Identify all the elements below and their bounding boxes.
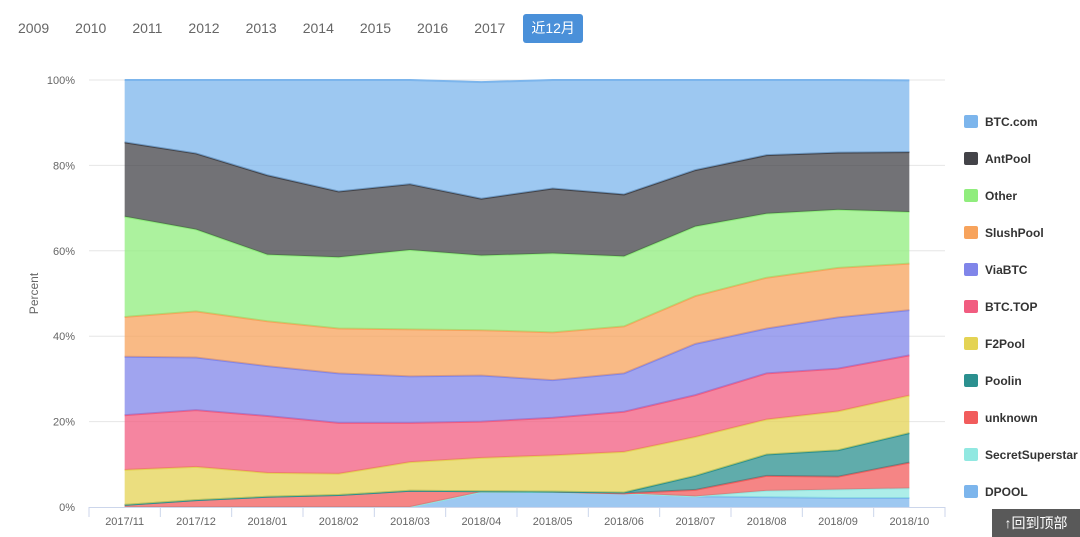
legend-label: unknown: [985, 410, 1038, 425]
area-viabtc: [124, 310, 910, 423]
legend-item-dpool[interactable]: DPOOL: [964, 473, 1078, 510]
x-tick-label: 2018/09: [818, 516, 858, 528]
y-tick-label: 80%: [53, 160, 75, 172]
year-tab-0[interactable]: 2009: [18, 20, 50, 36]
year-tab-1[interactable]: 2010: [75, 20, 107, 36]
legend-item-unknown[interactable]: unknown: [964, 399, 1078, 436]
year-tabs: 2009 2010 2011 2012 2013 2014 2015 2016 2017 近12月: [0, 13, 583, 44]
legend-swatch: [964, 374, 978, 387]
area-other: [124, 209, 910, 333]
y-tick-label: 0%: [59, 502, 75, 514]
legend-item-antpool[interactable]: AntPool: [964, 140, 1078, 177]
legend-swatch: [964, 115, 978, 128]
area-antpool: [124, 142, 910, 258]
line-btc-com: [124, 79, 910, 84]
area-f2pool: [124, 395, 910, 505]
legend-item-btc-com[interactable]: BTC.com: [964, 103, 1078, 140]
x-tick-label: 2018/07: [675, 516, 715, 528]
area-poolin: [124, 433, 910, 505]
legend-item-secretsuperstar[interactable]: SecretSuperstar: [964, 436, 1078, 473]
x-tick-label: 2018/10: [889, 516, 929, 528]
legend-label: AntPool: [985, 151, 1031, 166]
x-tick-label: 2018/04: [461, 516, 501, 528]
legend-label: F2Pool: [985, 336, 1026, 351]
line-other: [124, 208, 910, 259]
legend-label: BTC.TOP: [985, 299, 1038, 314]
year-tab-3[interactable]: 2012: [188, 20, 220, 36]
y-tick-label: 40%: [53, 331, 75, 343]
x-tick-label: 2018/06: [604, 516, 644, 528]
legend-label: SecretSuperstar: [985, 447, 1078, 462]
x-tick-label: 2017/12: [176, 516, 216, 528]
legend-swatch: [964, 411, 978, 424]
year-tab-6[interactable]: 2015: [359, 20, 392, 36]
line-slushpool: [124, 262, 910, 334]
legend-item-other[interactable]: Other: [964, 177, 1078, 214]
year-tab-4[interactable]: 2013: [245, 20, 277, 36]
line-antpool: [124, 141, 910, 200]
area-btc-com: [124, 80, 910, 199]
legend-swatch: [964, 263, 978, 276]
area-btc-top: [124, 355, 910, 474]
year-tab-2[interactable]: 2011: [132, 20, 163, 36]
legend-item-viabtc[interactable]: ViaBTC: [964, 251, 1078, 288]
legend-swatch: [964, 152, 978, 165]
legend-swatch: [964, 337, 978, 350]
year-tab-9[interactable]: 近12月: [523, 14, 583, 43]
legend-item-f2pool[interactable]: F2Pool: [964, 325, 1078, 362]
back-to-top-button[interactable]: ↑回到顶部: [992, 509, 1080, 537]
year-tab-8[interactable]: 2017: [474, 20, 506, 36]
year-tab-7[interactable]: 2016: [417, 20, 449, 36]
x-tick-label: 2018/02: [319, 516, 359, 528]
legend-item-poolin[interactable]: Poolin: [964, 362, 1078, 399]
y-tick-label: 20%: [53, 417, 75, 429]
x-tick-label: 2018/01: [247, 516, 287, 528]
year-tab-5[interactable]: 2014: [302, 20, 334, 36]
legend-label: Poolin: [985, 373, 1022, 388]
legend-swatch: [964, 226, 978, 239]
chart-legend: BTC.com AntPool Other SlushPool ViaBTC BTC.TO…: [964, 103, 1078, 510]
area-dpool: [124, 492, 910, 507]
x-tick-label: 2018/03: [390, 516, 430, 528]
x-tick-label: 2017/11: [105, 516, 144, 528]
legend-swatch: [964, 448, 978, 461]
x-tick-label: 2018/05: [533, 516, 573, 528]
legend-swatch: [964, 189, 978, 202]
legend-label: Other: [985, 188, 1018, 203]
legend-swatch: [964, 300, 978, 313]
y-axis-title: Percent: [27, 272, 41, 314]
line-f2pool: [124, 394, 910, 475]
legend-swatch: [964, 485, 978, 498]
legend-label: ViaBTC: [985, 262, 1028, 277]
y-tick-label: 100%: [47, 75, 75, 87]
legend-label: BTC.com: [985, 114, 1038, 129]
legend-label: SlushPool: [985, 225, 1044, 240]
y-tick-label: 60%: [53, 246, 75, 258]
x-tick-label: 2018/08: [747, 516, 787, 528]
area-slushpool: [124, 263, 910, 381]
legend-label: DPOOL: [985, 484, 1028, 499]
legend-item-slushpool[interactable]: SlushPool: [964, 214, 1078, 251]
legend-item-btc-top[interactable]: BTC.TOP: [964, 288, 1078, 325]
